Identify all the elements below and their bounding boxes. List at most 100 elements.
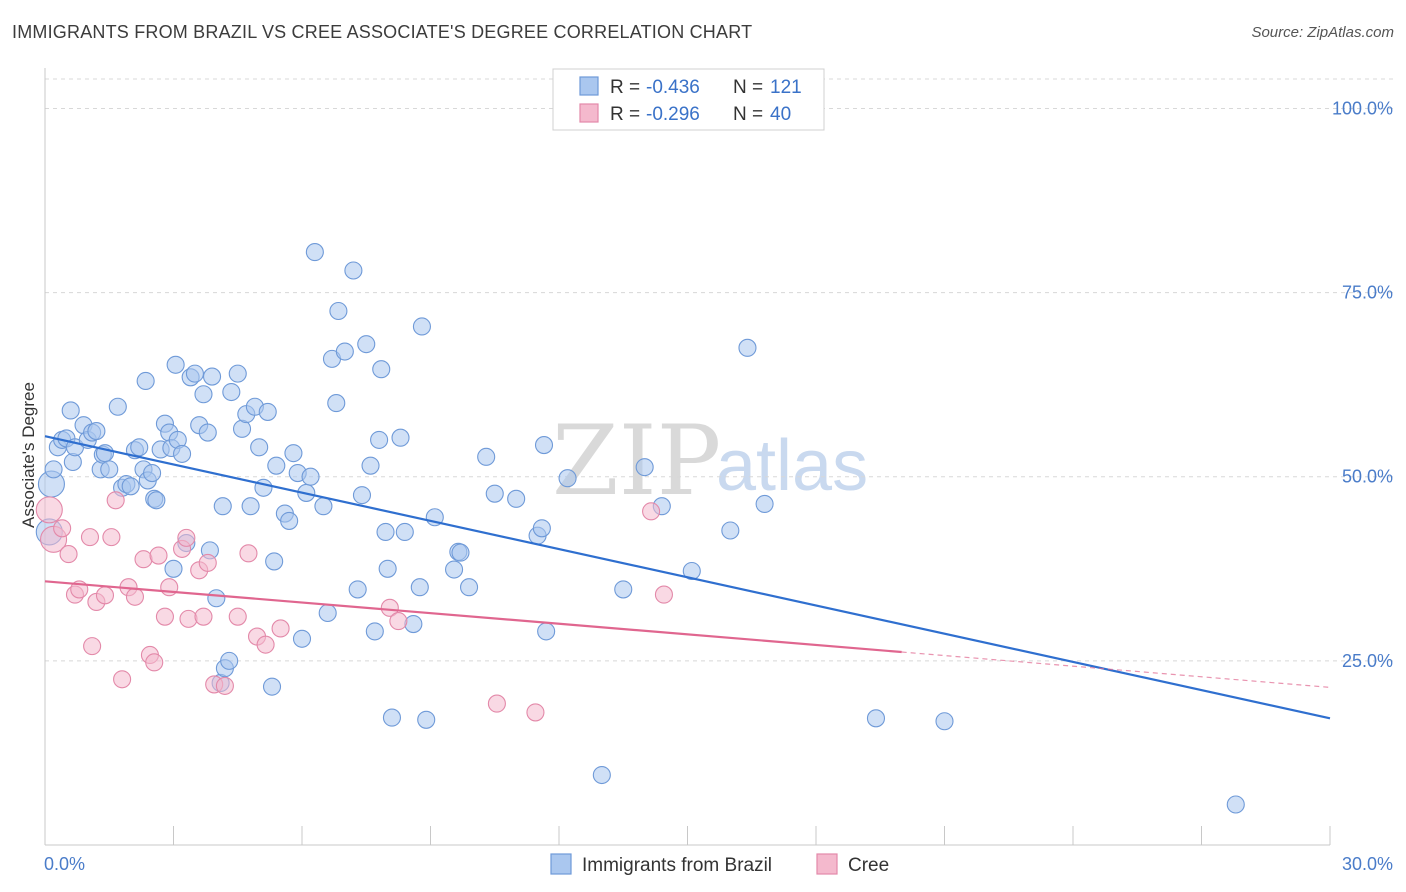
y-tick-label: 50.0% (1342, 467, 1393, 487)
brazil-point (404, 614, 423, 634)
cree-point (194, 607, 213, 626)
bottom-legend-label-brazil: Immigrants from Brazil (582, 855, 772, 876)
brazil-point (335, 342, 354, 361)
y-tick-label: 25.0% (1342, 651, 1393, 671)
brazil-point (61, 401, 80, 420)
brazil-point (721, 521, 740, 540)
brazil-point (250, 438, 269, 457)
brazil-point (108, 397, 127, 416)
brazil-point (534, 436, 554, 455)
brazil-point (265, 552, 284, 571)
legend-swatch-blue (579, 76, 599, 96)
brazil-point (213, 497, 232, 516)
brazil-point (365, 622, 384, 641)
brazil-point (185, 364, 204, 383)
brazil-point (348, 580, 367, 599)
brazil-point (361, 456, 380, 475)
x-axis-ticks (44, 826, 1331, 845)
source-credit: Source: ZipAtlas.com (1251, 24, 1394, 41)
x-tick-label: 0.0% (44, 854, 85, 874)
legend-n-label: N = (733, 77, 763, 98)
brazil-point (410, 578, 429, 597)
brazil-point (477, 447, 496, 466)
brazil-point (357, 335, 376, 354)
cree-point (239, 544, 258, 563)
brazil-point (301, 467, 320, 486)
grid-lines (45, 78, 1393, 662)
brazil-point (100, 460, 119, 479)
brazil-point (352, 486, 372, 505)
brazil-point (292, 629, 312, 648)
brazil-point (391, 428, 410, 447)
cree-point (271, 619, 290, 638)
brazil-point (755, 494, 774, 514)
brazil-point (935, 712, 954, 731)
cree-point (35, 496, 63, 524)
y-axis-label: Associate's Degree (19, 382, 38, 528)
chart-title: IMMIGRANTS FROM BRAZIL VS CREE ASSOCIATE… (12, 22, 753, 42)
cree-trend-extension (901, 651, 1331, 688)
brazil-point (258, 402, 277, 421)
cree-point (106, 491, 125, 510)
legend-r-value: -0.296 (646, 104, 700, 125)
brazil-point (228, 364, 247, 383)
brazil-point (314, 497, 333, 516)
legend-n-label: N = (733, 104, 763, 125)
brazil-point (280, 511, 299, 530)
cree-point (145, 653, 164, 672)
brazil-point (194, 385, 213, 404)
brazil-point (284, 444, 303, 463)
brazil-point (143, 463, 162, 483)
brazil-point (635, 458, 654, 477)
cree-point (59, 545, 78, 564)
top-legend: R = -0.436 N = 121 R = -0.296 N = 40 (552, 68, 825, 131)
cree-point (149, 546, 168, 565)
watermark-zip: ZIP (552, 405, 721, 517)
cree-point (256, 635, 275, 654)
cree-point (215, 676, 234, 695)
cree-point (389, 612, 408, 631)
cree-point (487, 694, 506, 713)
brazil-point (305, 243, 324, 262)
brazil-point (378, 559, 397, 578)
watermark-atlas: atlas (716, 426, 868, 506)
trend-lines (44, 435, 1331, 720)
cree-trend-line (44, 580, 902, 654)
brazil-point (44, 460, 63, 479)
brazil-point (147, 491, 166, 510)
brazil-point (682, 561, 701, 581)
cree-point (155, 607, 174, 626)
brazil-point (173, 444, 192, 463)
cree-point (134, 550, 153, 569)
brazil-point (614, 580, 633, 599)
brazil-point (87, 422, 106, 441)
cree-point (83, 637, 102, 656)
brazil-point (130, 438, 149, 457)
y-axis-tick-labels: 25.0% 50.0% 75.0% 100.0% (1332, 98, 1393, 670)
series-brazil-points (35, 243, 1245, 814)
cree-point (179, 609, 198, 628)
brazil-point (370, 430, 389, 449)
cree-point (113, 670, 132, 689)
brazil-point (136, 371, 155, 391)
brazil-point (592, 765, 611, 785)
brazil-point (344, 261, 363, 280)
brazil-point (412, 317, 431, 336)
cree-point (177, 528, 196, 547)
legend-n-value: 121 (770, 77, 802, 98)
brazil-point (198, 423, 217, 442)
brazil-point (532, 519, 551, 538)
brazil-point (203, 367, 222, 386)
bottom-legend: Immigrants from Brazil Cree (550, 853, 889, 876)
cree-point (228, 607, 247, 626)
cree-point (95, 586, 115, 605)
bottom-legend-label-cree: Cree (848, 855, 889, 876)
legend-r-label: R = (610, 77, 640, 98)
brazil-point (318, 603, 337, 623)
brazil-point (558, 469, 577, 488)
brazil-point (395, 522, 414, 542)
y-tick-label: 100.0% (1332, 98, 1393, 118)
y-tick-label: 75.0% (1342, 283, 1393, 303)
brazil-point (445, 560, 464, 579)
